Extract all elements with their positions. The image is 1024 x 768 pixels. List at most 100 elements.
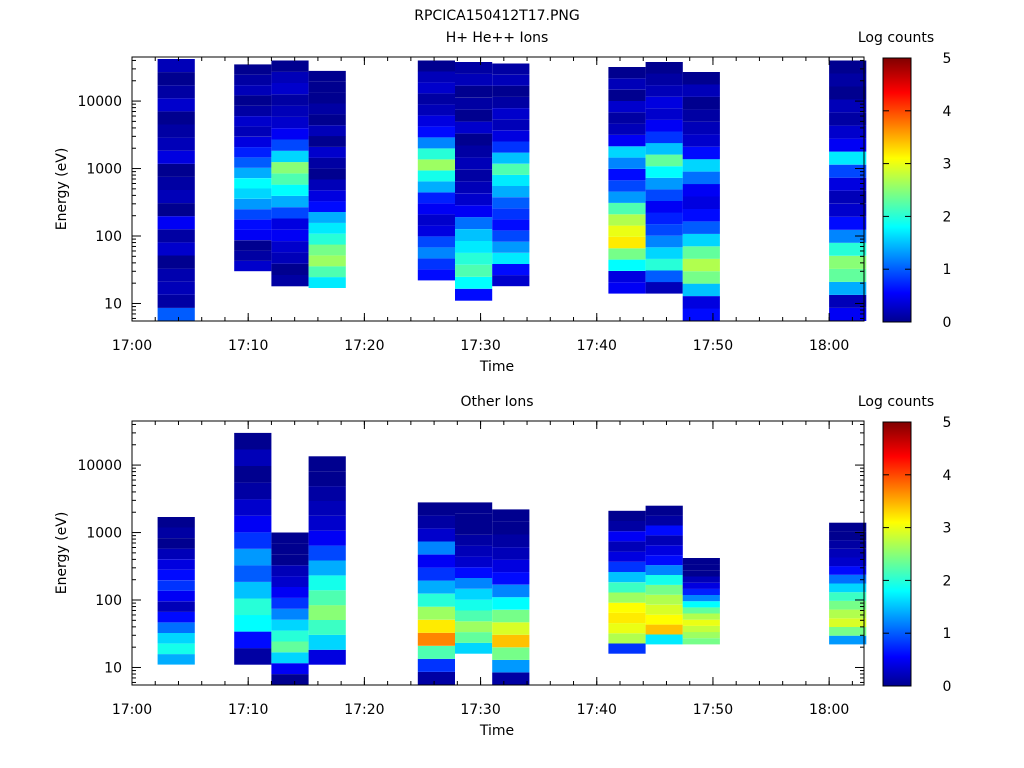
heatmap-cell <box>308 266 346 278</box>
heatmap-cell <box>271 162 309 174</box>
heatmap-cell <box>608 541 646 552</box>
heatmap-cell <box>308 146 346 158</box>
heatmap-cell <box>157 643 195 655</box>
heatmap-cell <box>308 560 346 576</box>
heatmap-cell <box>417 192 455 204</box>
heatmap-cell <box>157 590 195 602</box>
heatmap-cell <box>271 207 309 219</box>
colorbar-tick-label: 2 <box>943 209 952 225</box>
heatmap-cell <box>234 466 272 483</box>
heatmap-cell <box>455 121 493 134</box>
y-tick-label: 100 <box>95 229 122 245</box>
heatmap-cell <box>829 600 867 610</box>
heatmap-cell <box>308 103 346 115</box>
heatmap-cell <box>234 432 272 450</box>
heatmap-cell <box>829 557 867 567</box>
heatmap-cell <box>157 559 195 570</box>
y-tick-label: 100 <box>95 593 122 609</box>
heatmap-cell <box>608 259 646 271</box>
heatmap-cell <box>271 674 309 685</box>
heatmap-cell <box>157 216 195 230</box>
colorbar-ticks: 0 1 2 3 4 5 <box>883 415 952 695</box>
heatmap-cell <box>492 252 530 264</box>
heatmap-cell <box>645 131 683 144</box>
heatmap-cell <box>682 558 720 565</box>
colorbar-label: Log counts <box>858 394 934 410</box>
heatmap-cell <box>492 509 530 522</box>
heatmap-cell <box>492 163 530 175</box>
heatmap-cell <box>234 631 272 649</box>
heatmap-cell <box>157 203 195 217</box>
heatmap-cell <box>645 154 683 167</box>
heatmap-cell <box>455 241 493 253</box>
heatmap-cell <box>417 214 455 226</box>
heatmap-cell <box>417 672 455 685</box>
heatmap-cell <box>417 137 455 149</box>
heatmap-cell <box>455 276 493 289</box>
heatmap-cell <box>308 157 346 169</box>
heatmap-cell <box>157 163 195 177</box>
heatmap-cell <box>829 566 867 575</box>
heatmap-cell <box>271 275 309 287</box>
colorbar-tick-label: 3 <box>943 521 952 537</box>
heatmap-cell <box>234 598 272 616</box>
heatmap-cell <box>645 96 683 109</box>
heatmap-cell <box>234 74 272 85</box>
x-tick-label: 17:10 <box>228 338 268 354</box>
x-tick-label: 17:30 <box>460 702 500 718</box>
heatmap-cell <box>271 218 309 230</box>
heatmap-cell <box>157 294 195 308</box>
heatmap-cell <box>682 246 720 259</box>
heatmap-cell <box>682 146 720 160</box>
heatmap-cell <box>308 605 346 620</box>
heatmap-cell <box>492 219 530 231</box>
heatmap-cell <box>455 252 493 265</box>
heatmap-cell <box>682 296 720 309</box>
x-tick-label: 18:00 <box>809 338 849 354</box>
y-tick-label: 1000 <box>86 162 122 178</box>
heatmap-cell <box>455 85 493 98</box>
heatmap-cell <box>492 230 530 242</box>
heatmap-cell <box>682 208 720 222</box>
colorbar-tick-label: 5 <box>943 51 952 67</box>
heatmap-cell <box>829 592 867 601</box>
colorbar-tick-label: 4 <box>943 468 952 484</box>
heatmap-cell <box>645 515 683 526</box>
y-tick-label: 10000 <box>77 458 122 474</box>
heatmap-cell <box>455 534 493 546</box>
heatmap-cell <box>308 471 346 487</box>
heatmap-cell <box>608 225 646 237</box>
heatmap-cell <box>308 545 346 561</box>
heatmap-cell <box>608 521 646 532</box>
heatmap-cell <box>234 240 272 251</box>
heatmap-cell <box>455 109 493 122</box>
heatmap-cell <box>645 108 683 120</box>
spectrogram-cells <box>157 59 867 321</box>
heatmap-cell <box>271 652 309 664</box>
heatmap-cell <box>455 642 493 654</box>
heatmap-cell <box>271 94 309 106</box>
heatmap-cell <box>682 233 720 247</box>
panel-other-ions: Other Ions 17:00 17:10 17:20 17:30 17:40 17:5… <box>54 394 952 739</box>
colorbar-tick-label: 2 <box>943 573 952 589</box>
heatmap-cell <box>271 173 309 185</box>
y-axis: 10 100 1000 10000 <box>77 59 864 319</box>
heatmap-cell <box>234 449 272 466</box>
heatmap-cell <box>492 197 530 209</box>
heatmap-cell <box>417 60 455 72</box>
heatmap-cell <box>829 60 867 74</box>
heatmap-cell <box>608 237 646 249</box>
x-tick-label: 17:20 <box>344 338 384 354</box>
heatmap-cell <box>157 517 195 528</box>
heatmap-cell <box>455 97 493 110</box>
heatmap-cell <box>157 85 195 99</box>
heatmap-cell <box>271 554 309 566</box>
heatmap-cell <box>271 150 309 163</box>
panel-title: H+ He++ Ions <box>446 30 549 46</box>
heatmap-cell <box>157 190 195 204</box>
heatmap-cell <box>417 593 455 607</box>
heatmap-cell <box>608 633 646 644</box>
y-tick-label: 10000 <box>77 94 122 110</box>
heatmap-cell <box>417 159 455 171</box>
y-tick-label: 1000 <box>86 526 122 542</box>
